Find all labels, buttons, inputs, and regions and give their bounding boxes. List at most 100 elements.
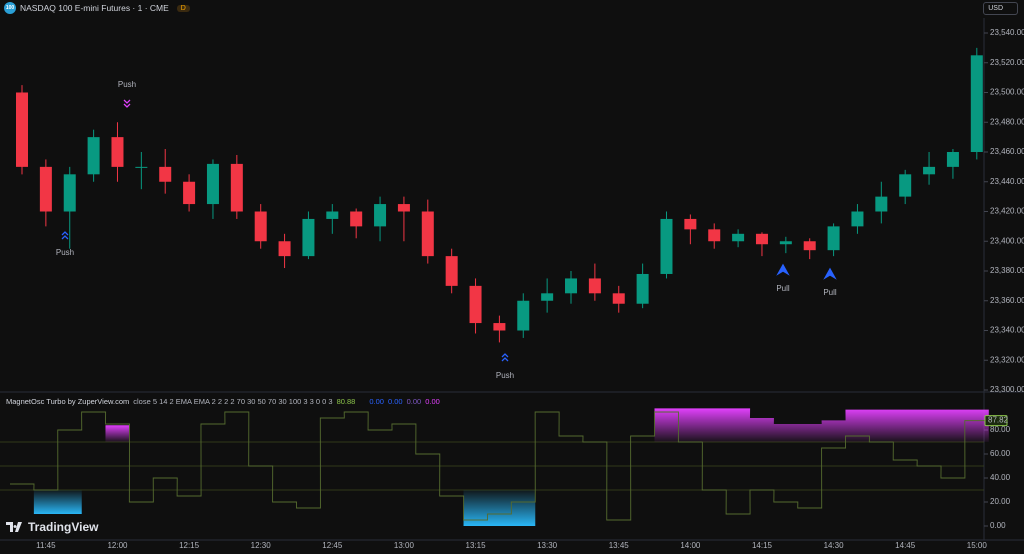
- candle-body: [206, 163, 219, 205]
- y-tick-label: 23,460.00: [990, 147, 1024, 156]
- last-value-label: 87.82: [988, 416, 1009, 425]
- y-tick-label: 23,380.00: [990, 266, 1024, 275]
- x-tick-label: 11:45: [36, 541, 56, 550]
- zone-area: [654, 408, 989, 442]
- signal-label: Push: [496, 371, 514, 380]
- x-tick-label: 12:30: [251, 541, 272, 550]
- y-tick-label: 23,300.00: [990, 385, 1024, 394]
- signal-marker: [776, 263, 790, 276]
- candle-body: [350, 211, 363, 227]
- x-tick-label: 14:30: [824, 541, 845, 550]
- y-tick-label: 23,320.00: [990, 355, 1024, 364]
- candle-body: [63, 174, 76, 212]
- signal-marker: [501, 353, 509, 362]
- candle-body: [469, 285, 482, 324]
- zone-area: [33, 490, 82, 514]
- y-tick-label: 23,400.00: [990, 236, 1024, 245]
- candle-body: [326, 211, 339, 219]
- y-tick-label: 23,360.00: [990, 296, 1024, 305]
- y-tick-label: 20.00: [990, 497, 1011, 506]
- candle-body: [636, 273, 649, 304]
- candle-body: [135, 166, 148, 168]
- candle-body: [755, 233, 768, 245]
- candle-body: [445, 256, 458, 286]
- y-tick-label: 23,420.00: [990, 207, 1024, 216]
- candle-body: [612, 293, 625, 304]
- candle-body: [970, 55, 983, 152]
- x-tick-label: 12:00: [107, 541, 128, 550]
- candle-body: [565, 278, 578, 294]
- x-tick-label: 12:45: [322, 541, 343, 550]
- y-tick-label: 60.00: [990, 449, 1011, 458]
- signal-marker: [823, 267, 837, 280]
- y-tick-label: 23,500.00: [990, 88, 1024, 97]
- candle-body: [397, 204, 410, 212]
- candle-body: [779, 241, 792, 245]
- y-tick-label: 23,480.00: [990, 117, 1024, 126]
- candle-body: [684, 218, 697, 230]
- indicator-legend[interactable]: MagnetOsc Turbo by ZuperView.com close 5…: [6, 397, 440, 406]
- signal-marker: [123, 99, 131, 108]
- indicator-title: MagnetOsc Turbo by ZuperView.com: [6, 397, 130, 406]
- candle-body: [851, 211, 864, 227]
- candle-body: [302, 218, 315, 257]
- candle-body: [517, 300, 530, 331]
- zone-area: [463, 490, 536, 526]
- candle-body: [946, 152, 959, 167]
- indicator-value: 0.00: [425, 397, 440, 406]
- candle-body: [708, 229, 721, 242]
- y-tick-label: 23,540.00: [990, 28, 1024, 37]
- indicator-value: 0.00: [369, 397, 384, 406]
- candle-body: [39, 166, 52, 212]
- x-tick-label: 13:30: [537, 541, 558, 550]
- signal-marker: [61, 231, 69, 240]
- y-tick-label: 23,340.00: [990, 326, 1024, 335]
- candle-body: [827, 226, 840, 251]
- indicator-value: 0.00: [406, 397, 422, 406]
- zone-area: [105, 425, 130, 442]
- symbol-badge: 100: [4, 2, 16, 14]
- candle-body: [493, 323, 506, 331]
- logo-text: TradingView: [28, 520, 99, 534]
- candle-body: [183, 181, 196, 205]
- signal-label: Push: [118, 80, 136, 89]
- candle-body: [899, 174, 912, 197]
- y-tick-label: 80.00: [990, 425, 1011, 434]
- indicator-value: 0.00: [387, 397, 403, 406]
- x-tick-label: 14:15: [752, 541, 773, 550]
- candle-body: [16, 92, 28, 167]
- indicator-params: close 5 14 2 EMA EMA 2 2 2 2 70 30 50 70…: [133, 397, 333, 406]
- y-tick-label: 23,440.00: [990, 177, 1024, 186]
- candle-body: [660, 218, 673, 274]
- signal-label: Pull: [823, 288, 837, 297]
- candle-body: [875, 196, 888, 212]
- oscillator-line: [10, 411, 989, 521]
- x-tick-label: 12:15: [179, 541, 200, 550]
- candle-body: [159, 166, 172, 182]
- candle-body: [87, 137, 100, 175]
- candle-body: [254, 211, 267, 242]
- candle-body: [541, 293, 554, 301]
- candle-body: [803, 241, 816, 251]
- logo-icon: [6, 522, 22, 532]
- symbol-name[interactable]: NASDAQ 100 E-mini Futures · 1 · CME: [20, 3, 169, 13]
- x-tick-label: 13:45: [609, 541, 630, 550]
- x-tick-label: 14:00: [680, 541, 701, 550]
- x-tick-label: 13:00: [394, 541, 415, 550]
- candle-body: [230, 163, 243, 212]
- status-badge: D: [176, 4, 190, 12]
- candle-body: [923, 166, 936, 175]
- candle-body: [111, 137, 124, 167]
- x-tick-label: 14:45: [895, 541, 916, 550]
- last-value-box: [984, 415, 1008, 427]
- candle-body: [421, 211, 434, 257]
- currency-button[interactable]: USD: [983, 2, 1018, 15]
- x-tick-label: 13:15: [466, 541, 487, 550]
- tradingview-logo[interactable]: TradingView: [6, 520, 98, 534]
- signal-label: Pull: [776, 284, 790, 293]
- symbol-header[interactable]: 100 NASDAQ 100 E-mini Futures · 1 · CME …: [4, 2, 190, 14]
- candle-body: [374, 204, 387, 227]
- candle-body: [278, 241, 291, 257]
